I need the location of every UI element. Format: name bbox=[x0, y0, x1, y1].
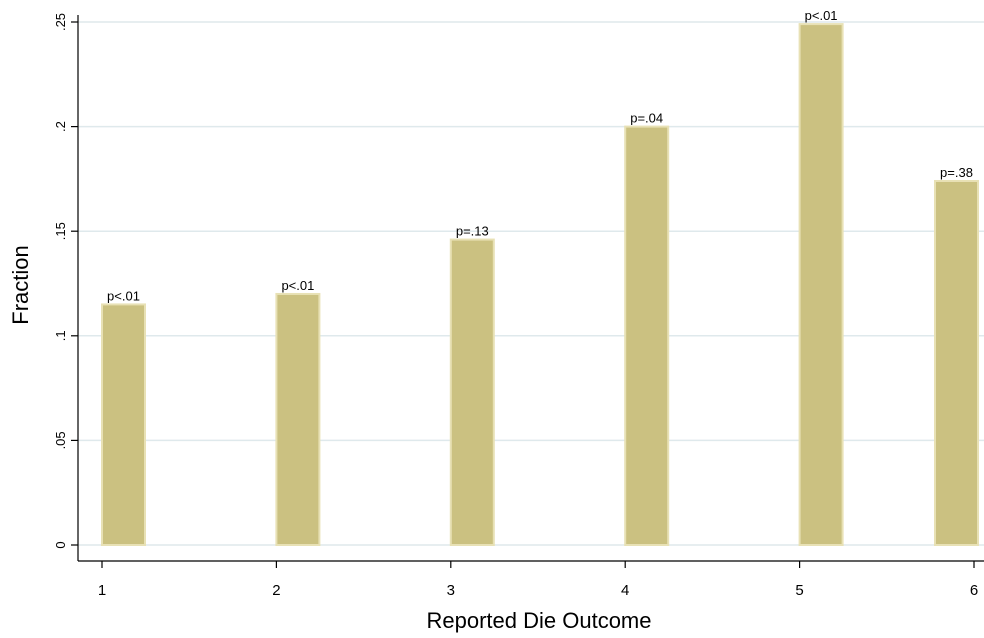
bar bbox=[624, 125, 670, 546]
x-tick-label: 6 bbox=[970, 582, 978, 599]
x-tick-label: 4 bbox=[621, 582, 629, 599]
x-tick-label: 3 bbox=[447, 582, 455, 599]
x-axis-title: Reported Die Outcome bbox=[427, 608, 652, 633]
y-tick-label: .1 bbox=[53, 330, 68, 341]
bar-label: p<.01 bbox=[107, 288, 140, 303]
bar bbox=[798, 23, 844, 547]
y-tick-label: .05 bbox=[53, 431, 68, 449]
y-tick-label: 0 bbox=[53, 541, 68, 548]
bar-labels: p<.01 p<.01 p=.13 p=.04 p<.01 p=.38 bbox=[107, 8, 973, 303]
bar-label: p=.04 bbox=[630, 111, 663, 126]
x-ticks: 1 2 3 4 5 6 bbox=[98, 561, 978, 599]
bar bbox=[934, 179, 979, 546]
bar-label: p<.01 bbox=[805, 8, 838, 23]
y-tick-label: .15 bbox=[53, 222, 68, 240]
x-tick-label: 2 bbox=[272, 582, 280, 599]
gridlines bbox=[78, 21, 984, 546]
axes bbox=[77, 15, 984, 562]
x-tick-label: 5 bbox=[795, 582, 803, 599]
y-ticks: 0 .05 .1 .15 .2 .25 bbox=[53, 13, 78, 549]
y-tick-label: .25 bbox=[53, 13, 68, 31]
bar bbox=[449, 238, 495, 546]
bar-label: p=.38 bbox=[940, 165, 973, 180]
bar bbox=[101, 303, 146, 547]
bar-label: p<.01 bbox=[281, 278, 314, 293]
y-tick-label: .2 bbox=[53, 121, 68, 132]
bar bbox=[275, 292, 321, 546]
x-tick-label: 1 bbox=[98, 582, 106, 599]
bars bbox=[101, 23, 979, 547]
y-axis-title: Fraction bbox=[8, 245, 33, 324]
bar-label: p=.13 bbox=[456, 224, 489, 239]
